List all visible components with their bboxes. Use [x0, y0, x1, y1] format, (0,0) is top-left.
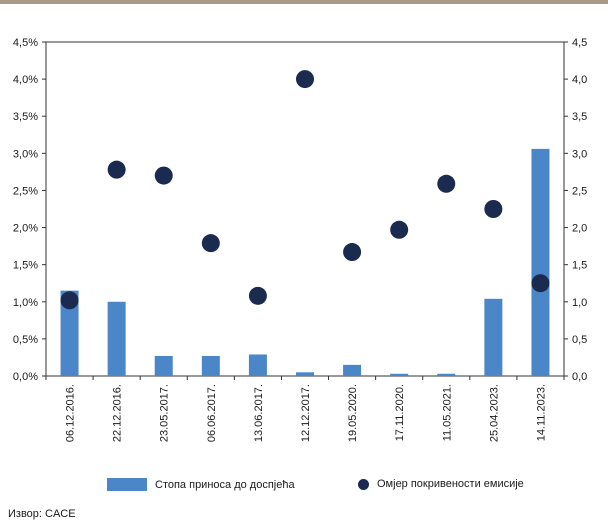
right-tick-label: 3,5 — [572, 111, 587, 123]
source-note: Извор: CACE — [8, 508, 76, 520]
point-coverage — [107, 160, 126, 179]
point-coverage — [248, 286, 267, 305]
bar-yield — [296, 372, 314, 376]
left-tick-label: 3,5% — [13, 111, 38, 123]
point-coverage — [484, 200, 503, 218]
x-tick-label: 25.04.2023. — [488, 384, 500, 442]
bar-yield — [390, 373, 409, 376]
left-tick-label: 3,0% — [13, 148, 38, 160]
bar-yield — [201, 355, 220, 376]
legend-label-yield: Стопа приноса до доспјећа — [155, 478, 295, 491]
bar-yield — [107, 301, 126, 376]
x-tick-label: 06.06.2017. — [206, 384, 218, 442]
bar-yield — [248, 354, 267, 376]
right-tick-label: 2,5 — [572, 185, 587, 197]
x-tick-label: 12.12.2017. — [300, 384, 312, 442]
bar-yield — [484, 298, 503, 376]
right-tick-label: 3,0 — [572, 148, 587, 160]
x-tick-label: 22.12.2016. — [112, 384, 124, 442]
left-tick-label: 2,0% — [13, 223, 38, 235]
x-tick-label: 13.06.2017. — [253, 384, 265, 442]
x-tick-label: 17.11.2020. — [394, 384, 406, 441]
legend: Стопа приноса до доспјећа Омјер покривен… — [0, 478, 608, 498]
right-tick-label: 0,5 — [572, 334, 587, 346]
legend-item-yield: Стопа приноса до доспјећа — [107, 478, 295, 491]
right-tick-label: 1,5 — [572, 260, 587, 272]
x-tick-label: 14.11.2023. — [535, 384, 547, 441]
left-tick-label: 0,5% — [13, 334, 38, 346]
bar-yield — [531, 148, 550, 376]
left-tick-label: 4,5% — [13, 37, 38, 49]
x-tick-label: 23.05.2017. — [159, 384, 171, 442]
right-tick-label: 0,0 — [572, 371, 587, 383]
x-tick-label: 19.05.2020. — [347, 384, 359, 442]
chart: 0,0% 0,0 0,5% 0,5 1,0% 1,0 1,5% 1,5 2,0% 2,0 2,5% 2… — [13, 37, 587, 442]
top-rule — [0, 0, 608, 4]
left-tick-label: 2,5% — [13, 185, 38, 197]
legend-label-coverage: Омјер покривености емисије — [377, 478, 524, 490]
legend-item-coverage: Омјер покривености емисије — [358, 478, 524, 490]
right-tick-label: 4,0 — [572, 74, 587, 86]
bar-yield — [154, 355, 173, 376]
point-coverage — [296, 70, 314, 89]
bar-yield — [343, 364, 362, 376]
point-coverage — [201, 234, 220, 253]
point-coverage — [437, 174, 456, 193]
left-tick-label: 1,0% — [13, 297, 38, 309]
point-coverage — [60, 291, 79, 310]
bar-yield — [60, 290, 79, 376]
point-coverage — [343, 243, 362, 262]
point-coverage — [531, 274, 550, 293]
left-tick-label: 4,0% — [13, 74, 38, 86]
legend-dot-swatch — [358, 478, 369, 490]
bar-yield — [437, 373, 456, 376]
x-tick-label: 11.05.2021. — [441, 384, 453, 441]
right-tick-label: 2,0 — [572, 223, 587, 235]
left-tick-label: 1,5% — [13, 260, 38, 272]
point-coverage — [154, 166, 173, 185]
legend-bar-swatch — [107, 478, 147, 491]
right-tick-label: 1,0 — [572, 297, 587, 309]
x-tick-label: 06.12.2016. — [65, 384, 77, 442]
left-tick-label: 0,0% — [13, 371, 38, 383]
point-coverage — [390, 220, 409, 239]
right-tick-label: 4,5 — [572, 37, 587, 49]
